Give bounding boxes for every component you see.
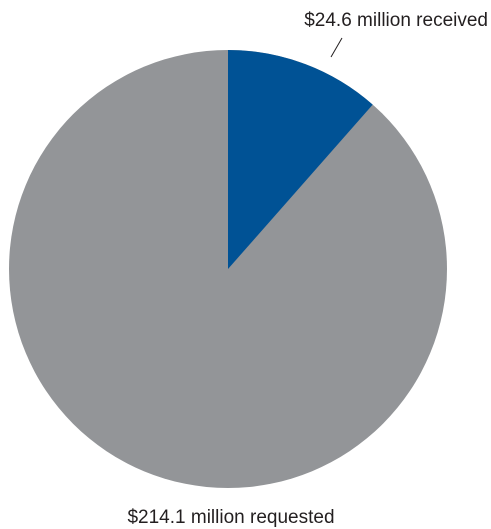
pie-slices <box>9 50 447 488</box>
received-leader-line <box>330 37 343 58</box>
requested-label: $214.1 million requested <box>127 507 334 528</box>
pie-slice-received <box>228 50 373 269</box>
received-label: $24.6 million received <box>304 10 488 31</box>
